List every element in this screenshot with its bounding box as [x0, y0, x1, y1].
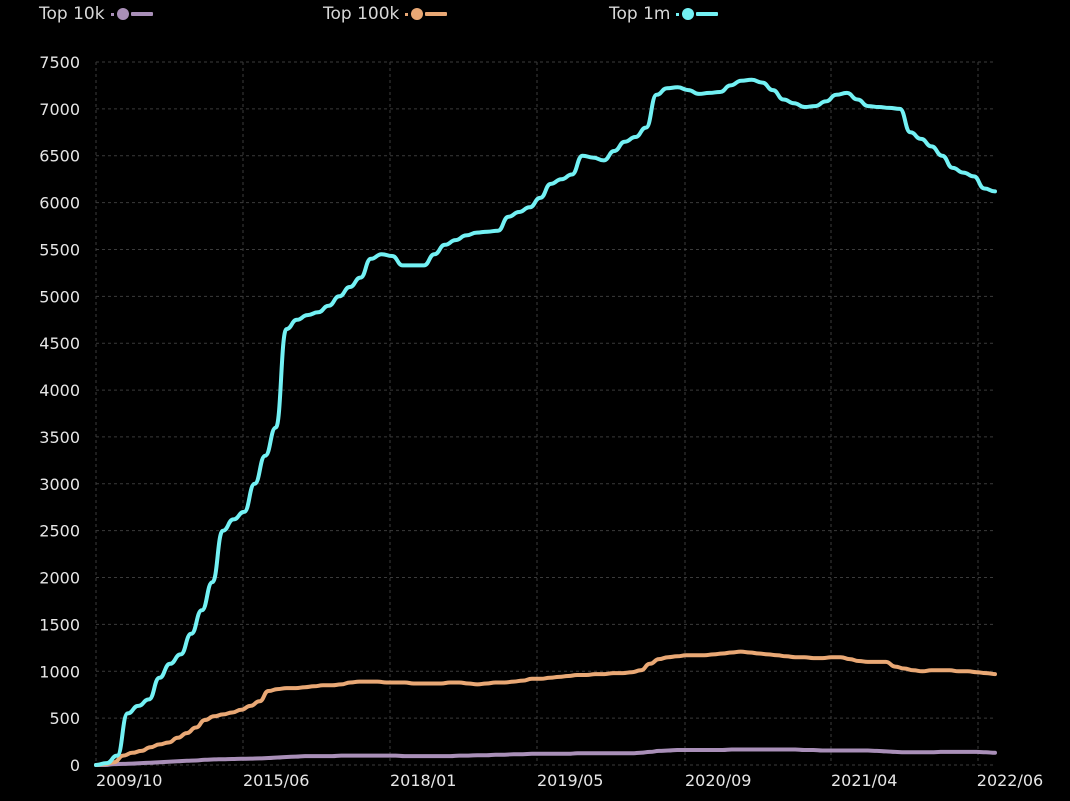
y-tick-label: 6500 — [39, 147, 80, 166]
y-tick-label: 3000 — [39, 475, 80, 494]
legend-label: Top 100k — [323, 4, 400, 24]
y-tick-label: 1500 — [39, 615, 80, 634]
x-tick-label: 2018/01 — [390, 771, 456, 790]
x-tick-label: 2019/05 — [537, 771, 603, 790]
x-tick-label: 2021/04 — [831, 771, 897, 790]
y-tick-label: 4000 — [39, 381, 80, 400]
y-tick-label: 5000 — [39, 287, 80, 306]
series-line-top1m — [94, 77, 997, 767]
y-tick-label: 3500 — [39, 428, 80, 447]
legend-swatch-top10k — [110, 8, 153, 20]
y-tick-label: 0 — [70, 756, 80, 775]
y-tick-label: 2500 — [39, 522, 80, 541]
legend-item-top10k[interactable]: Top 10k — [39, 4, 157, 24]
y-tick-label: 4500 — [39, 334, 80, 353]
y-tick-label: 7000 — [39, 100, 80, 119]
x-tick-label: 2020/09 — [685, 771, 751, 790]
y-tick-label: 1000 — [39, 662, 80, 681]
y-tick-label: 7500 — [39, 53, 80, 72]
legend-swatch-top100k — [405, 8, 448, 20]
y-tick-label: 2000 — [39, 569, 80, 588]
legend-label: Top 1m — [609, 4, 671, 24]
x-tick-label: 2022/06 — [977, 771, 1043, 790]
legend-item-top1m[interactable]: Top 1m — [609, 4, 722, 24]
series-line-top100k — [94, 649, 997, 767]
x-axis: 2009/10 2015/06 2018/01 2019/05 2020/09 2021/… — [96, 771, 1043, 790]
legend-swatch-top1m — [676, 8, 719, 20]
y-tick-label: 500 — [49, 709, 80, 728]
y-tick-label: 5500 — [39, 240, 80, 259]
legend-item-top100k[interactable]: Top 100k — [323, 4, 451, 24]
x-tick-label: 2015/06 — [243, 771, 309, 790]
x-tick-label: 2009/10 — [96, 771, 162, 790]
series-lines — [94, 77, 997, 767]
legend: Top 10k Top 100k Top 1m — [0, 4, 1070, 28]
y-axis: 0 500 1000 1500 2000 2500 3000 3500 4000 4500 5000… — [39, 53, 80, 775]
legend-label: Top 10k — [39, 4, 105, 24]
y-tick-label: 6000 — [39, 194, 80, 213]
series-line-top10k — [94, 747, 997, 767]
